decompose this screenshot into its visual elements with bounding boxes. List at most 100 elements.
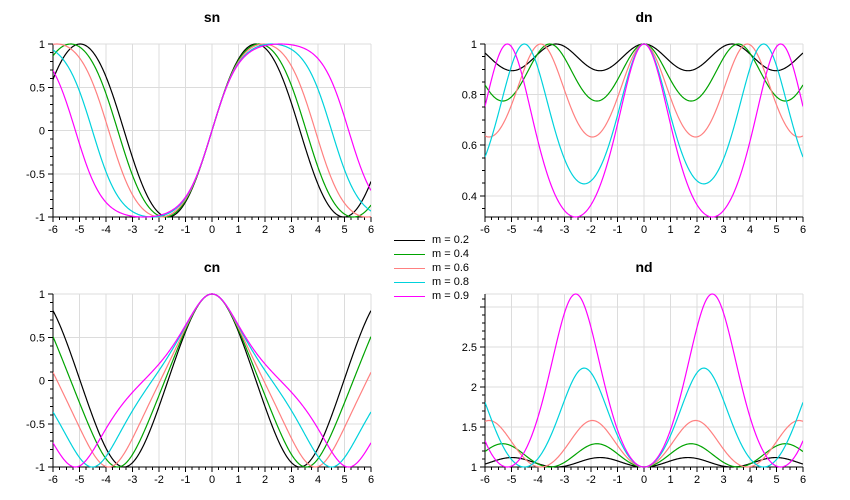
svg-text:-1: -1 [35, 212, 45, 224]
svg-text:4: 4 [315, 474, 321, 486]
svg-text:-3: -3 [560, 224, 570, 236]
svg-text:4: 4 [747, 224, 753, 236]
svg-text:-1: -1 [181, 224, 191, 236]
svg-text:5: 5 [341, 224, 347, 236]
svg-text:-5: -5 [75, 474, 85, 486]
svg-text:1: 1 [235, 224, 241, 236]
svg-text:0.5: 0.5 [30, 82, 45, 94]
svg-text:-1: -1 [181, 474, 191, 486]
svg-text:-5: -5 [75, 224, 85, 236]
svg-text:-2: -2 [154, 474, 164, 486]
svg-text:-5: -5 [507, 474, 517, 486]
svg-text:1: 1 [667, 474, 673, 486]
svg-text:2: 2 [262, 474, 268, 486]
svg-text:-4: -4 [533, 474, 543, 486]
svg-text:1: 1 [39, 289, 45, 301]
svg-text:-2: -2 [586, 474, 596, 486]
curve-dn-m0.9 [485, 43, 803, 218]
svg-text:1.5: 1.5 [462, 422, 477, 434]
svg-text:3: 3 [720, 474, 726, 486]
svg-text:1: 1 [471, 462, 477, 474]
svg-text:2: 2 [694, 224, 700, 236]
svg-text:-2: -2 [586, 224, 596, 236]
svg-text:0.8: 0.8 [462, 90, 477, 102]
plot-sn: -6 -5 -4 -3 -2 -1 0 1 2 3 4 5 6 -1 -0.5 0 0.5 1 [26, 39, 374, 236]
svg-text:0: 0 [209, 224, 215, 236]
svg-text:-1: -1 [613, 224, 623, 236]
svg-text:5: 5 [341, 474, 347, 486]
plot-title-dn: dn [635, 9, 653, 25]
legend-line-swatch [394, 295, 425, 297]
svg-text:-0.5: -0.5 [26, 419, 45, 431]
svg-text:-4: -4 [101, 474, 111, 486]
svg-text:0: 0 [641, 224, 647, 236]
svg-text:2: 2 [262, 224, 268, 236]
plot-title-cn: cn [203, 259, 221, 275]
plot-dn: -6 -5 -4 -3 -2 -1 0 1 2 3 4 5 6 0.4 0.6 0.8 1 [462, 39, 806, 236]
svg-text:0: 0 [39, 126, 45, 138]
legend: m = 0.2 m = 0.4 m = 0.6 m = 0.8 m = 0.9 [394, 233, 469, 303]
legend-item: m = 0.2 [394, 233, 469, 247]
svg-text:1: 1 [235, 474, 241, 486]
svg-text:0: 0 [641, 474, 647, 486]
plot-cn: -6 -5 -4 -3 -2 -1 0 1 2 3 4 5 6 -1 -0.5 0 0.5 1 [26, 289, 374, 486]
legend-line-swatch [394, 253, 425, 255]
svg-text:6: 6 [800, 474, 806, 486]
svg-text:5: 5 [773, 474, 779, 486]
svg-text:6: 6 [368, 474, 374, 486]
svg-text:2: 2 [471, 382, 477, 394]
svg-text:3: 3 [288, 224, 294, 236]
curve-nd-m0.9 [485, 293, 803, 468]
svg-text:-2: -2 [154, 224, 164, 236]
svg-text:-3: -3 [128, 224, 138, 236]
legend-line-swatch [394, 239, 425, 241]
legend-item: m = 0.6 [394, 261, 469, 275]
svg-text:0: 0 [39, 376, 45, 388]
svg-text:-6: -6 [480, 474, 490, 486]
legend-label: m = 0.9 [432, 290, 469, 302]
svg-text:-3: -3 [128, 474, 138, 486]
svg-text:1: 1 [39, 39, 45, 51]
svg-text:3: 3 [720, 224, 726, 236]
svg-text:2.5: 2.5 [462, 342, 477, 354]
svg-text:4: 4 [315, 224, 321, 236]
svg-text:-6: -6 [480, 224, 490, 236]
plot-title-nd: nd [635, 259, 653, 275]
plot-nd: -6 -5 -4 -3 -2 -1 0 1 2 3 4 5 6 1 1.5 2 2.5 [462, 293, 806, 486]
curve-cn-m0.9 [53, 293, 371, 468]
svg-text:-6: -6 [48, 474, 58, 486]
legend-line-swatch [394, 281, 425, 283]
svg-text:5: 5 [773, 224, 779, 236]
svg-text:-1: -1 [35, 462, 45, 474]
svg-text:-4: -4 [533, 224, 543, 236]
plot-title-sn: sn [203, 9, 221, 25]
curve-sn-m0.9 [53, 43, 371, 218]
svg-text:-5: -5 [507, 224, 517, 236]
legend-label: m = 0.8 [432, 276, 469, 288]
svg-text:-4: -4 [101, 224, 111, 236]
svg-text:0.6: 0.6 [462, 140, 477, 152]
svg-text:-0.5: -0.5 [26, 169, 45, 181]
svg-text:6: 6 [800, 224, 806, 236]
legend-label: m = 0.4 [432, 248, 469, 260]
svg-text:0.4: 0.4 [462, 191, 477, 203]
svg-text:2: 2 [694, 474, 700, 486]
legend-item: m = 0.4 [394, 247, 469, 261]
legend-line-swatch [394, 267, 425, 269]
svg-text:3: 3 [288, 474, 294, 486]
svg-text:0: 0 [209, 474, 215, 486]
svg-text:1: 1 [471, 39, 477, 51]
legend-item: m = 0.9 [394, 289, 469, 303]
svg-text:1: 1 [667, 224, 673, 236]
svg-text:-6: -6 [48, 224, 58, 236]
svg-text:-1: -1 [613, 474, 623, 486]
legend-item: m = 0.8 [394, 275, 469, 289]
legend-label: m = 0.2 [432, 234, 469, 246]
legend-label: m = 0.6 [432, 262, 469, 274]
svg-text:6: 6 [368, 224, 374, 236]
svg-text:0.5: 0.5 [30, 332, 45, 344]
svg-text:-3: -3 [560, 474, 570, 486]
svg-text:4: 4 [747, 474, 753, 486]
